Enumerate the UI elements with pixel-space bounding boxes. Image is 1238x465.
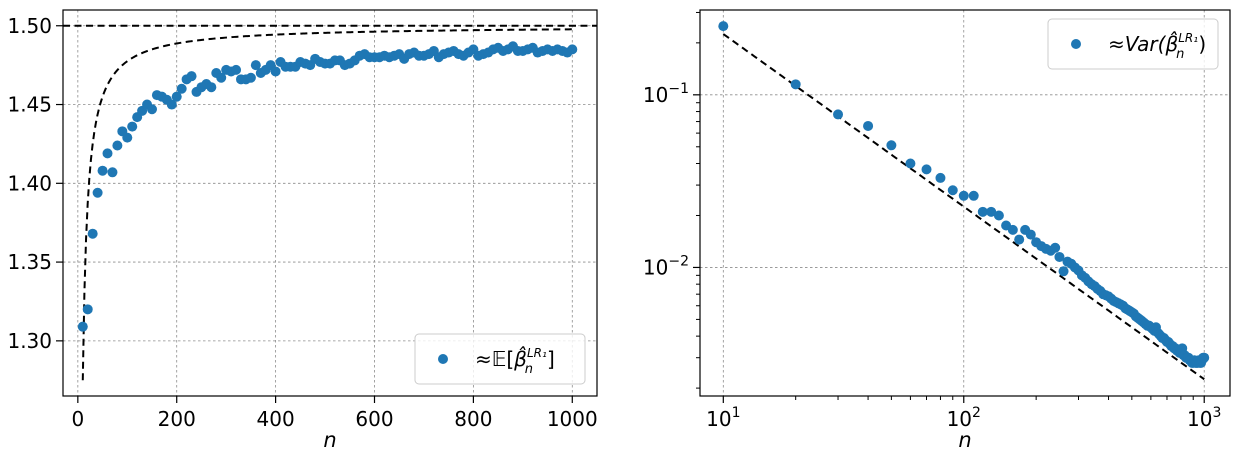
y-tick-label: 10−2	[643, 253, 689, 279]
x-tick-label: 800	[454, 407, 492, 431]
chart-panel-1: 0 200 400 600 800 1000 1.30 1.35 1.40 1.45 1.50 n ≈𝔼…	[7, 9, 598, 452]
x-tick-label: 600	[355, 407, 393, 431]
x-tick-label: 1000	[547, 407, 598, 431]
legend-label: ≈𝔼[β̂LR₁ n]	[475, 346, 555, 377]
data-point	[718, 21, 729, 32]
x-tick-label: 200	[158, 407, 196, 431]
y-tick-label: 1.45	[7, 93, 52, 117]
data-point	[82, 304, 93, 315]
legend-label: ≈Var(β̂LR₁ n)	[1108, 31, 1206, 62]
data-point	[147, 104, 157, 115]
data-point	[567, 44, 578, 55]
data-point	[92, 187, 103, 198]
y-tick-label: 1.35	[7, 250, 52, 274]
data-point	[102, 148, 113, 159]
data-point	[886, 140, 897, 151]
data-point	[245, 72, 256, 83]
data-point	[176, 83, 187, 94]
x-tick-label: 400	[257, 407, 295, 431]
data-point	[968, 190, 979, 201]
data-point	[986, 206, 997, 217]
x-axis-label: n	[958, 428, 971, 452]
data-point	[863, 120, 874, 131]
data-point	[97, 165, 108, 176]
data-point	[947, 185, 958, 196]
data-point	[122, 132, 133, 143]
data-point	[1050, 242, 1061, 253]
data-point	[127, 121, 138, 132]
data-point	[166, 99, 177, 110]
data-point	[270, 66, 281, 77]
data-point	[935, 172, 946, 183]
y-tick-label: 1.50	[7, 14, 52, 38]
data-point	[1014, 234, 1025, 245]
y-tick-label: 1.30	[7, 329, 52, 353]
data-point	[921, 164, 932, 175]
legend-frame	[414, 333, 586, 385]
data-point	[206, 82, 217, 93]
x-axis-label: n	[323, 428, 336, 452]
legend: ≈Var(β̂LR₁ n)	[1047, 18, 1219, 70]
reference-curve	[722, 33, 1205, 381]
x-tick-label: 0	[71, 407, 84, 431]
data-point	[87, 228, 98, 239]
data-point	[250, 60, 261, 71]
x-tick-label: 102	[947, 405, 981, 431]
legend-marker	[1071, 39, 1081, 49]
data-point	[977, 206, 988, 217]
chart-panel-2: 101 102 103 10−2 10−1 n ≈Var(β̂LR₁ n)	[643, 9, 1231, 452]
data-point	[1025, 229, 1036, 240]
x-tick-label: 103	[1187, 405, 1221, 431]
data-point	[1058, 266, 1069, 277]
legend-frame	[1047, 18, 1219, 70]
data-point	[216, 72, 227, 83]
axes-frame	[62, 9, 598, 397]
data-point	[77, 321, 88, 332]
data-point	[1007, 224, 1018, 235]
data-point	[231, 64, 242, 75]
legend: ≈𝔼[β̂LR₁ n]	[414, 333, 586, 385]
data-point	[833, 109, 844, 120]
y-tick-label: 10−1	[643, 81, 689, 107]
data-point	[1054, 251, 1065, 262]
x-tick-label: 101	[706, 405, 740, 431]
data-point	[1199, 352, 1210, 363]
axes-frame	[699, 9, 1231, 397]
data-point	[112, 140, 123, 151]
data-point	[171, 91, 182, 102]
data-point	[958, 190, 969, 201]
data-point	[107, 167, 118, 178]
data-point	[790, 79, 801, 90]
data-point	[993, 210, 1004, 221]
data-point	[186, 71, 197, 82]
legend-marker	[438, 354, 448, 364]
data-point	[905, 158, 916, 169]
reference-curve	[81, 28, 573, 381]
y-tick-label: 1.40	[7, 171, 52, 195]
